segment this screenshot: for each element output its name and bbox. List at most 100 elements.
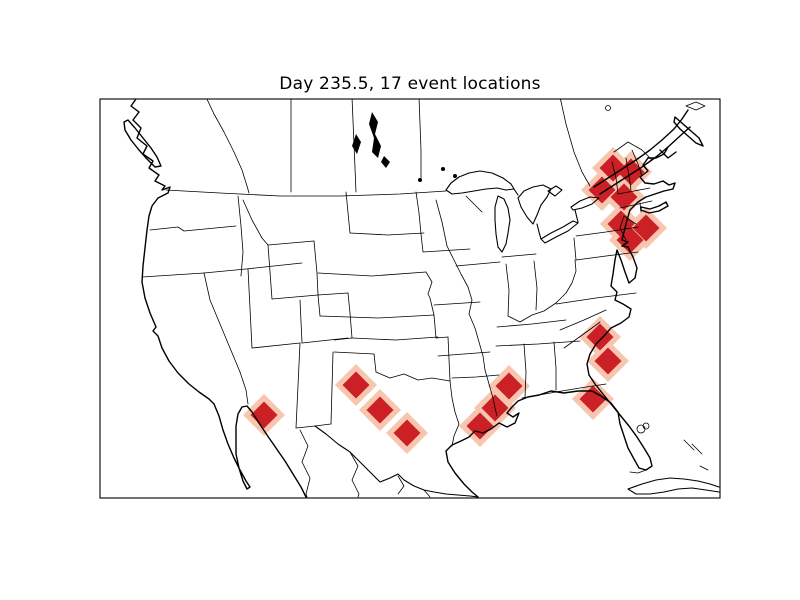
bay-of-fundy [659,149,677,159]
manitoba-lakes [352,112,457,182]
ut-co-border [299,299,303,344]
wy-west-border [267,244,273,300]
event-marker-core [366,396,394,424]
al-ga-border [553,341,557,391]
or-ca-border [141,272,205,278]
chihuahua-coahuila-border [349,451,360,498]
map-frame-border [99,98,721,499]
tx-ok-panhandle-top [333,351,375,355]
delaware-river-border [619,215,627,241]
co-nm-border [301,337,349,344]
missouri-river-border [425,271,437,339]
lake-of-the-woods [418,178,422,182]
long-island [640,201,669,214]
lake-winnipegosis [352,134,361,154]
wi-mn-border [435,199,448,247]
il-in-border [505,263,510,317]
tx-ar-la-border [449,380,460,447]
lake-michigan [494,195,511,253]
event-marker-core [495,372,523,400]
id-west-border [237,195,244,277]
red-river-tx-ok [375,371,451,382]
ny-pa-border [575,226,639,237]
tx-nm-border [330,351,334,425]
bahamas-ring-island [642,422,650,430]
ca-az-border [239,371,249,405]
ma-north-border [617,187,651,195]
nv-ut-border [247,268,253,349]
event-marker-core [342,371,370,399]
ks-ok-border [351,336,439,341]
plot-title: Day 235.5, 17 event locations [279,74,541,94]
event-marker-core [588,176,616,204]
pacific-coast-baja-mexico [130,99,307,498]
quebec-lake [605,105,611,111]
ok-panhandle-north [333,337,353,341]
mexico-caribbean [299,422,709,498]
ky-tn-border [496,319,567,328]
mn-nd-border [415,191,422,235]
vt-nh-border [625,157,632,191]
detroit-river [536,223,542,240]
me-quebec-border [613,141,653,161]
tx-panhandle-east [373,353,377,373]
va-nc-border [555,292,637,305]
event-marker-core [250,401,278,429]
st-marys-river [513,188,519,196]
ok-ar-border [447,336,451,382]
lake-ontario [570,196,600,211]
wa-or-border [149,225,237,232]
ontario-small-lake-2 [453,174,457,178]
mo-ar-border [437,351,491,357]
lake-huron [517,184,552,225]
ne-co-border [317,292,349,296]
wi-il-border [455,261,501,267]
ar-la-border [451,374,500,379]
ca-nv-border [203,272,241,373]
wy-ne-west-border [313,240,321,317]
lake-superior [445,170,515,195]
nv-ut-north-borders [203,262,303,274]
ny-nj-border [623,215,637,225]
sonora-chihuahua-border [299,429,311,498]
georgian-bay [547,185,563,197]
us-canada-border [165,189,447,197]
event-marker-core [393,419,421,447]
bahamas-island-2 [691,443,703,455]
bahamas-island-1 [683,439,695,451]
us-state-borders [141,141,653,447]
ma-ct-ri-border [619,200,653,209]
event-marker-core [579,385,607,413]
event-marker-core [586,323,614,351]
wy-co-border [271,294,319,300]
in-oh-border [533,260,538,311]
ontario-small-lake-1 [441,167,445,171]
cuba-coast [627,477,720,495]
co-ks-border [347,292,353,339]
coahuila-border [397,475,405,495]
ms-al-border [523,343,527,399]
ct-ri-border [639,202,642,213]
mn-sd-ia-border [420,233,471,253]
sd-ne-border [317,271,427,277]
mo-ok-border [435,336,449,339]
nd-sd-border [349,232,425,236]
az-nm-border [295,342,301,429]
ny-vt-border [611,161,619,195]
mt-id-border [242,199,269,246]
maine-new-brunswick-coast [647,146,669,159]
nc-sc-border [559,309,607,331]
vancouver-island [123,119,162,168]
event-marker-core [594,347,622,375]
lake-erie [540,220,579,244]
anticosti-island [685,101,706,111]
mt-wy-border [267,240,315,246]
nova-scotia [673,116,704,147]
nh-me-border [631,149,643,177]
bahamas-island-3 [699,465,709,471]
manitoba-ontario-border [418,99,422,179]
ia-mo-border [433,301,481,306]
atlantic-gulf-coast [445,157,676,498]
ohio-river-ky-border [507,259,577,323]
